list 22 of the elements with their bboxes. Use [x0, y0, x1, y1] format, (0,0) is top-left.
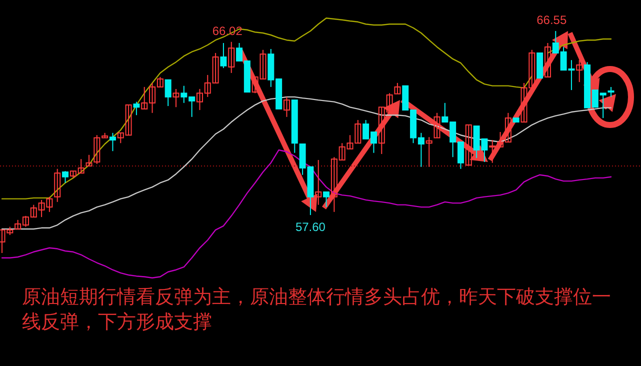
- candlestick: [86, 154, 92, 166]
- candlestick: [133, 101, 140, 116]
- annotation: 66.55: [536, 13, 567, 27]
- candlestick: [220, 42, 227, 69]
- candlestick: [109, 132, 116, 152]
- candlestick: [228, 41, 235, 74]
- candlestick: [576, 60, 583, 83]
- candlestick: [54, 168, 61, 202]
- candlestick: [315, 159, 322, 206]
- annotation: 57.60: [295, 220, 326, 234]
- candlestick: [164, 79, 172, 107]
- candlestick: [465, 124, 472, 166]
- candlestick: [608, 86, 614, 98]
- candlestick: [426, 136, 432, 168]
- candlestick: [394, 82, 401, 94]
- candlestick: [62, 170, 69, 184]
- candlestick: [544, 42, 551, 78]
- candlestick: [172, 88, 180, 108]
- text: 原油短期行情看反弹为主，原油整体行情多头占优，昨天下破支撑位一线反弹，下方形成支撑: [22, 286, 612, 335]
- candlestick: [323, 191, 330, 208]
- candlestick: [283, 96, 290, 118]
- candlestick: [434, 112, 440, 138]
